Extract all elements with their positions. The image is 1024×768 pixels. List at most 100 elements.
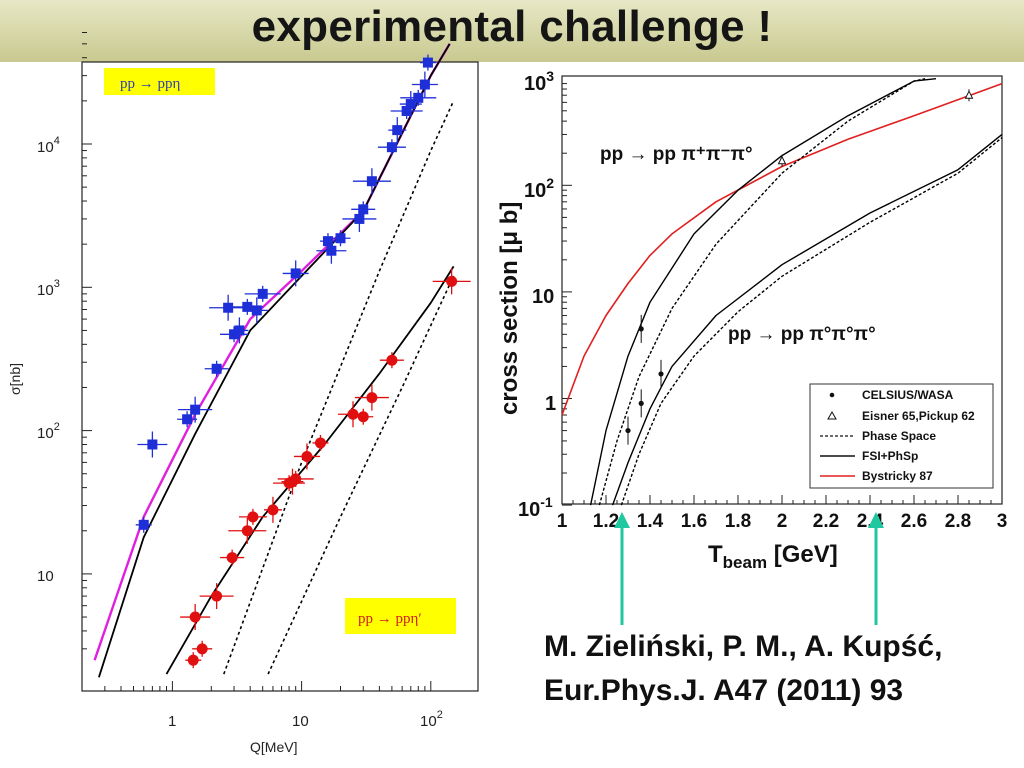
bystricky-curve bbox=[561, 82, 1003, 416]
left-ytick-label: 102 bbox=[37, 421, 60, 442]
eta-data-point bbox=[386, 142, 397, 153]
legend-entry: FSI+PhSp bbox=[862, 449, 918, 463]
fsi-phsp-curve bbox=[611, 133, 1003, 506]
legend-dot-marker bbox=[829, 392, 835, 398]
left-points bbox=[135, 54, 471, 669]
right-xtick-label: 2.8 bbox=[945, 511, 971, 532]
eta-data-point bbox=[229, 329, 240, 340]
eta-data-point bbox=[242, 301, 253, 312]
title-band bbox=[0, 0, 1024, 62]
eta-data-point bbox=[354, 213, 365, 224]
right-x-tick-labels: 1 1.2 1.4 1.6 1.8 2 2.2 2.4 2.6 2.8 3 bbox=[557, 511, 1008, 532]
legend-triangle-marker bbox=[827, 410, 837, 420]
legend-entry: Phase Space bbox=[862, 429, 936, 443]
eta-data-point bbox=[419, 79, 430, 90]
left-dotted-curve bbox=[267, 275, 455, 675]
left-ytick-label: 10 bbox=[37, 568, 54, 585]
arrows bbox=[614, 512, 884, 625]
eta-label-box bbox=[104, 68, 215, 95]
eta-data-point bbox=[335, 233, 346, 244]
right-xtick-label: 3 bbox=[997, 511, 1008, 532]
etaprime-data-point bbox=[301, 450, 313, 462]
right-ytick-label: 1 bbox=[545, 393, 556, 415]
eta-label: pp → ppη bbox=[120, 76, 181, 92]
etaprime-label-box bbox=[345, 598, 456, 634]
eta-data-point bbox=[211, 363, 222, 374]
eta-data-point bbox=[405, 99, 416, 110]
reaction-label-lower: pp → pp π°π°π° bbox=[728, 324, 876, 345]
etaprime-data-point bbox=[189, 611, 201, 623]
phase-space-curve bbox=[598, 78, 926, 506]
right-ytick-label: 10-1 bbox=[518, 494, 553, 521]
etaprime-data-point bbox=[366, 392, 378, 404]
etaprime-data-point bbox=[290, 473, 302, 485]
eta-data-point bbox=[223, 302, 234, 313]
arrow-up-icon bbox=[868, 512, 884, 528]
right-ytick-label: 103 bbox=[524, 68, 554, 95]
reaction-label-upper: pp → pp π⁺π⁻π° bbox=[600, 144, 753, 165]
right-x-axis-label: Tbeam [GeV] bbox=[708, 541, 838, 572]
eta-data-point bbox=[366, 176, 377, 187]
etaprime-label: pp → ppη′ bbox=[358, 611, 422, 627]
left-ticks bbox=[82, 31, 432, 691]
left-ytick-label: 104 bbox=[37, 135, 60, 156]
eta-data-point bbox=[358, 204, 369, 215]
legend: CELSIUS/WASA Eisner 65,Pickup 62 Phase S… bbox=[809, 383, 994, 489]
left-xtick-label: 102 bbox=[420, 709, 443, 730]
eta-data-point bbox=[182, 414, 193, 425]
etaprime-data-point bbox=[226, 552, 238, 564]
legend-entry: CELSIUS/WASA bbox=[862, 388, 954, 402]
left-xtick-label: 1 bbox=[168, 713, 176, 730]
left-xtick-label: 10 bbox=[292, 713, 309, 730]
etaprime-data-point bbox=[211, 590, 223, 602]
right-xtick-label: 2.6 bbox=[901, 511, 927, 532]
etaprime-data-point bbox=[446, 275, 458, 287]
right-xtick-label: 1.8 bbox=[725, 511, 751, 532]
eta-data-point bbox=[322, 236, 333, 247]
right-y-axis-label: cross section [μ b] bbox=[496, 202, 523, 415]
etaprime-data-point bbox=[386, 354, 398, 366]
wasa-data-point bbox=[638, 326, 644, 332]
etaprime-data-point bbox=[347, 408, 359, 420]
right-xtick-label: 1.2 bbox=[593, 511, 619, 532]
eta-data-point bbox=[147, 439, 158, 450]
eta-data-point bbox=[422, 57, 433, 68]
right-xtick-label: 1.6 bbox=[681, 511, 707, 532]
eta-data-point bbox=[413, 92, 424, 103]
wasa-data-point bbox=[638, 400, 644, 406]
right-xtick-label: 2 bbox=[777, 511, 788, 532]
eta-data-point bbox=[251, 305, 262, 316]
eta-data-point bbox=[392, 125, 403, 136]
right-ticks bbox=[561, 83, 1003, 506]
wasa-data-point bbox=[658, 371, 664, 377]
right-curves bbox=[561, 78, 1003, 506]
right-ytick-label: 102 bbox=[524, 175, 554, 202]
etaprime-data-point bbox=[357, 411, 369, 423]
left-chart: 104 103 102 10 1 10 102 Q[MeV] σ[nb] pp … bbox=[7, 31, 479, 755]
right-ytick-label: 10 bbox=[532, 286, 554, 308]
left-y-axis-label: σ[nb] bbox=[7, 363, 23, 395]
reference-journal: Eur.Phys.J. A47 (2011) 93 bbox=[544, 674, 904, 707]
eta-data-point bbox=[234, 325, 245, 336]
right-points bbox=[625, 89, 974, 445]
slide-title: experimental challenge ! bbox=[251, 2, 773, 51]
etaprime-data-point bbox=[314, 437, 326, 449]
eta-data-point bbox=[326, 245, 337, 256]
legend-entry: Bystricky 87 bbox=[862, 469, 933, 483]
legend-entry: Eisner 65,Pickup 62 bbox=[862, 409, 975, 423]
right-xtick-label: 1.4 bbox=[637, 511, 664, 532]
eisner-data-point bbox=[777, 155, 787, 165]
eta-data-point bbox=[257, 288, 268, 299]
left-x-axis-label: Q[MeV] bbox=[250, 739, 297, 755]
eisner-data-point bbox=[964, 90, 974, 99]
etaprime-data-point bbox=[247, 511, 259, 523]
wasa-data-point bbox=[625, 427, 631, 434]
etaprime-data-point bbox=[267, 504, 279, 516]
etaprime-data-point bbox=[187, 654, 199, 666]
etaprime-data-point bbox=[196, 643, 208, 655]
eta-data-point bbox=[190, 404, 201, 415]
reference-authors: M. Zieliński, P. M., A. Kupść, bbox=[544, 630, 943, 663]
left-ytick-label: 103 bbox=[37, 278, 60, 299]
eta-data-point bbox=[290, 268, 301, 279]
